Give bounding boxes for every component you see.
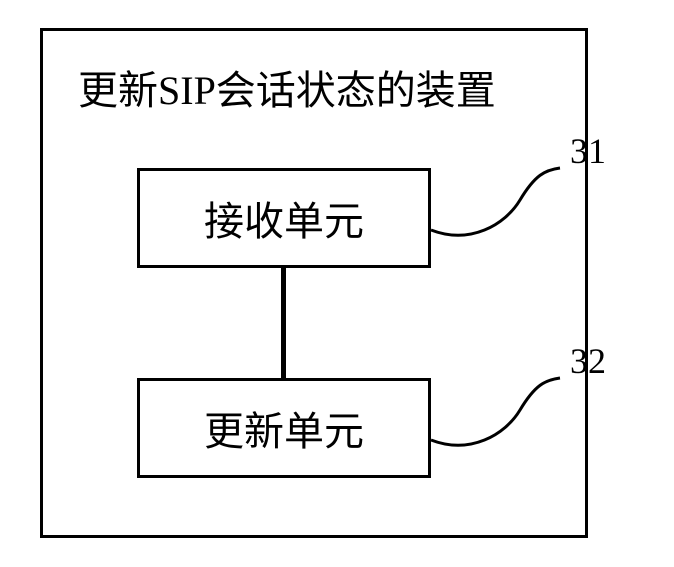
receive-unit-box: 接收单元	[137, 168, 431, 268]
callout-number-31: 31	[570, 130, 606, 172]
diagram-title: 更新SIP会话状态的装置	[78, 58, 496, 116]
receive-unit-label: 接收单元	[204, 189, 364, 247]
callout-number-32: 32	[570, 340, 606, 382]
update-unit-label: 更新单元	[204, 399, 364, 457]
update-unit-box: 更新单元	[137, 378, 431, 478]
connector-line	[281, 268, 286, 378]
